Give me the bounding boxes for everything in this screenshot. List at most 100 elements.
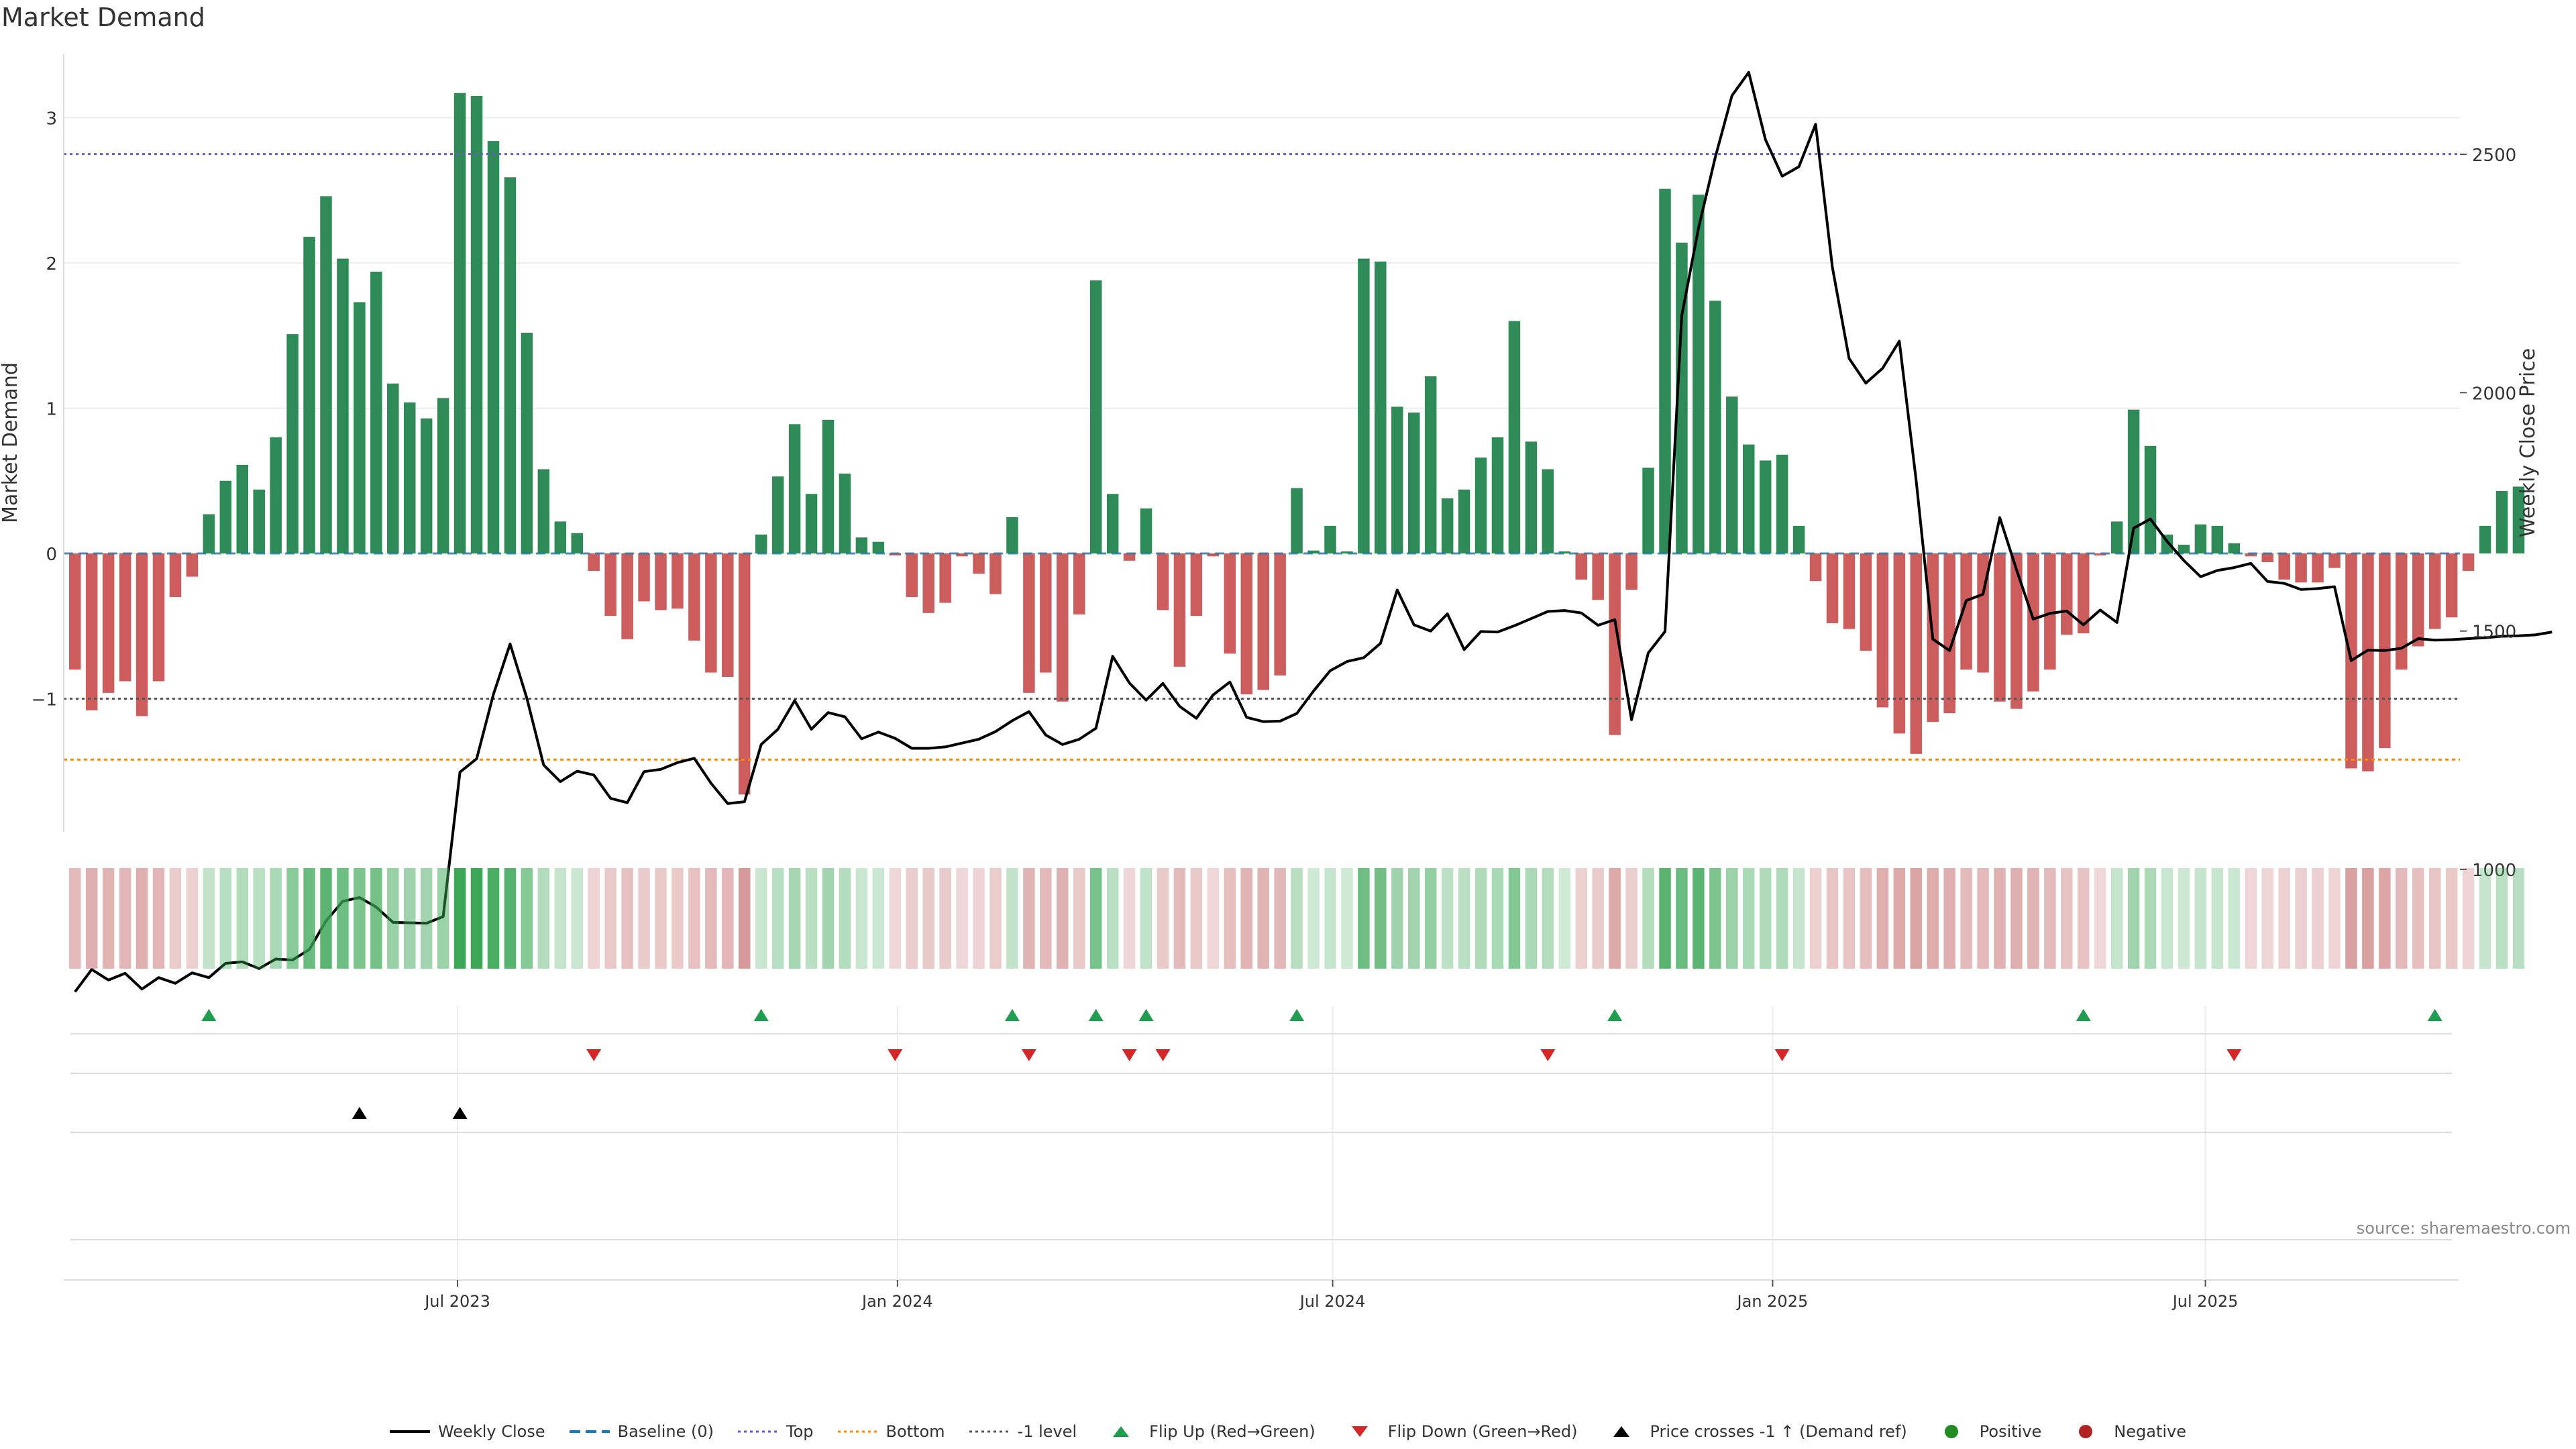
demand-bar-39 xyxy=(722,553,734,678)
heat-cell-18 xyxy=(370,868,382,969)
legend-label: Weekly Close xyxy=(437,1422,545,1441)
demand-bar-30 xyxy=(571,533,583,553)
demand-bar-106 xyxy=(1843,553,1856,629)
demand-bar-35 xyxy=(655,553,667,610)
flip-down-marker-1 xyxy=(888,1049,903,1061)
flip-up-marker-4 xyxy=(1138,1009,1154,1021)
heat-cell-98 xyxy=(1709,868,1721,969)
heat-cell-125 xyxy=(2161,868,2174,969)
heat-cell-145 xyxy=(2496,868,2508,969)
demand-bar-11 xyxy=(253,489,265,553)
heat-cell-47 xyxy=(855,868,868,969)
demand-bar-101 xyxy=(1759,460,1772,553)
demand-bar-71 xyxy=(1257,553,1269,690)
demand-bar-109 xyxy=(1893,553,1906,734)
heat-cell-86 xyxy=(1508,868,1521,969)
demand-bar-43 xyxy=(788,424,801,553)
demand-bar-36 xyxy=(672,553,684,609)
legend-item-top: Top xyxy=(738,1422,814,1441)
demand-bar-141 xyxy=(2428,553,2441,629)
demand-bar-22 xyxy=(437,398,449,553)
heat-cell-130 xyxy=(2245,868,2257,969)
demand-bar-100 xyxy=(1743,444,1755,553)
demand-bar-86 xyxy=(1508,321,1521,553)
demand-bar-5 xyxy=(152,553,165,682)
demand-bar-52 xyxy=(939,553,951,603)
demand-bar-40 xyxy=(739,553,751,795)
demand-bar-61 xyxy=(1089,280,1102,553)
flip-down-marker-6 xyxy=(1774,1049,1790,1061)
flip-down-marker-5 xyxy=(1540,1049,1556,1061)
price-cross-marker-0 xyxy=(352,1107,367,1119)
heat-cell-24 xyxy=(470,868,483,969)
heat-cell-135 xyxy=(2328,868,2341,969)
heat-cell-25 xyxy=(487,868,500,969)
heat-cell-80 xyxy=(1408,868,1420,969)
demand-heat-strip xyxy=(69,868,2525,969)
demand-bar-137 xyxy=(2362,553,2374,771)
demand-bar-73 xyxy=(1291,488,1303,553)
demand-bar-118 xyxy=(2044,553,2056,670)
demand-bar-14 xyxy=(303,237,315,553)
demand-bar-45 xyxy=(822,419,835,553)
demand-bar-34 xyxy=(638,553,650,602)
heat-cell-26 xyxy=(504,868,517,969)
demand-bar-120 xyxy=(2078,553,2090,634)
demand-bar-116 xyxy=(2010,553,2023,709)
demand-bar-95 xyxy=(1659,189,1671,554)
heat-cell-29 xyxy=(554,868,567,969)
demand-bar-38 xyxy=(705,553,717,673)
heat-cell-40 xyxy=(739,868,751,969)
demand-bar-84 xyxy=(1474,458,1487,553)
flip-up-marker-7 xyxy=(2076,1009,2091,1021)
heat-cell-13 xyxy=(286,868,299,969)
chart-legend: Weekly Close Baseline (0) Top Bottom -1 leve… xyxy=(0,1422,2576,1441)
demand-bar-50 xyxy=(906,553,918,597)
dotted-line-icon xyxy=(969,1430,1010,1433)
heat-cell-65 xyxy=(1157,868,1169,969)
heat-cell-127 xyxy=(2194,868,2207,969)
heat-cell-19 xyxy=(387,868,399,969)
dotted-line-icon xyxy=(738,1430,778,1433)
demand-bar-60 xyxy=(1073,553,1085,614)
demand-bar-47 xyxy=(855,537,868,553)
heat-cell-50 xyxy=(906,868,918,969)
weekly-close-line xyxy=(74,70,2553,993)
heat-cell-37 xyxy=(688,868,700,969)
heat-cell-2 xyxy=(102,868,115,969)
heat-cell-67 xyxy=(1190,868,1203,969)
demand-bar-124 xyxy=(2144,445,2157,553)
heat-cell-61 xyxy=(1089,868,1102,969)
demand-bar-65 xyxy=(1157,553,1169,610)
heat-cell-123 xyxy=(2127,868,2140,969)
demand-bar-129 xyxy=(2228,543,2241,553)
heat-cell-129 xyxy=(2228,868,2241,969)
demand-bar-139 xyxy=(2396,553,2408,670)
demand-bar-46 xyxy=(839,473,851,553)
heat-cell-102 xyxy=(1776,868,1788,969)
heat-cell-6 xyxy=(169,868,182,969)
heat-cell-131 xyxy=(2261,868,2273,969)
demand-bar-28 xyxy=(537,469,550,553)
heat-cell-140 xyxy=(2412,868,2424,969)
demand-bar-78 xyxy=(1375,261,1387,553)
heat-cell-100 xyxy=(1743,868,1755,969)
demand-bar-140 xyxy=(2412,553,2424,647)
y-tick-label-1: 0 xyxy=(46,545,57,565)
demand-bar-92 xyxy=(1609,553,1621,735)
demand-bar-87 xyxy=(1525,441,1538,553)
heat-cell-10 xyxy=(236,868,248,969)
demand-bar-113 xyxy=(1960,553,1972,670)
heat-cell-81 xyxy=(1424,868,1437,969)
demand-bar-24 xyxy=(470,96,483,553)
demand-bar-10 xyxy=(236,464,248,553)
heat-cell-62 xyxy=(1106,868,1119,969)
legend-item-cross: Price crosses -1 ↑ (Demand ref) xyxy=(1601,1422,1907,1441)
demand-bar-44 xyxy=(805,494,818,553)
demand-bar-79 xyxy=(1391,407,1403,553)
y2-tick-label-1: 1500 xyxy=(2472,623,2516,643)
demand-bar-82 xyxy=(1441,498,1454,553)
heat-cell-89 xyxy=(1558,868,1571,969)
heat-cell-43 xyxy=(788,868,801,969)
heat-cell-69 xyxy=(1224,868,1236,969)
